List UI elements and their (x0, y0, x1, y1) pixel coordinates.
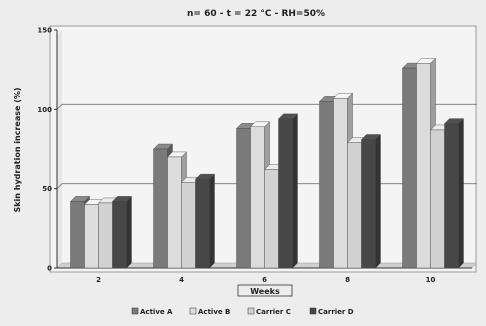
legend-label-1: Active B (198, 308, 230, 316)
bar-front (264, 169, 279, 269)
y-tick-label-3: 150 (37, 27, 52, 35)
bar-front (98, 202, 113, 269)
x-tick-label-4: 10 (426, 276, 436, 284)
bar-front (250, 126, 265, 269)
bar-front (444, 123, 459, 269)
bar-front (195, 178, 210, 269)
legend-label-0: Active A (140, 308, 173, 316)
legend-swatch-3 (309, 307, 317, 315)
bar-front (361, 139, 376, 269)
side-wall (57, 30, 62, 268)
bar-side (126, 195, 132, 269)
bar (278, 113, 298, 269)
legend-label-3: Carrier D (318, 308, 354, 316)
bar-front (278, 118, 293, 269)
bar (444, 118, 464, 269)
bar-front (167, 156, 182, 269)
gridline-depth-1 (56, 104, 63, 110)
chart-title: n= 60 - t = 22 °C - RH=50% (187, 9, 325, 19)
y-axis-label: Skin hydration increase (%) (13, 87, 22, 212)
legend: Active A Active B Carrier C Carrier D (131, 307, 354, 316)
bar-side (292, 113, 298, 269)
x-tick-label-2: 6 (262, 276, 267, 284)
bar-side (209, 173, 215, 269)
legend-label-2: Carrier C (256, 308, 291, 316)
bar-front (112, 201, 127, 269)
bar-front (319, 101, 334, 269)
bar-front (84, 204, 99, 269)
bar-front (236, 128, 251, 269)
gridline-depth-0 (56, 183, 63, 189)
bar (112, 195, 132, 269)
bar-front (416, 63, 431, 269)
bar-front (347, 142, 362, 269)
x-tick-label-1: 4 (179, 276, 184, 284)
y-tick-label-1: 50 (42, 185, 52, 193)
legend-swatch-2 (247, 307, 255, 315)
legend-swatch-1 (189, 307, 197, 315)
bar-side (375, 133, 381, 269)
bar (361, 133, 381, 269)
bar-side (458, 118, 464, 269)
bar-front (153, 148, 168, 269)
x-tick-label-3: 8 (345, 276, 350, 284)
y-tick-label-2: 100 (37, 106, 52, 114)
bar-front (402, 67, 417, 269)
bar-front (430, 129, 445, 269)
legend-swatch-0 (131, 307, 139, 315)
bar-front (181, 182, 196, 269)
x-axis-label: Weeks (250, 287, 280, 296)
x-tick-label-0: 2 (96, 276, 101, 284)
y-tick-label-0: 0 (47, 265, 52, 273)
bar-layer (70, 57, 464, 269)
x-axis-label-box (237, 284, 293, 297)
bar (195, 173, 215, 269)
bar-front (333, 98, 348, 269)
bar-front (70, 201, 85, 269)
